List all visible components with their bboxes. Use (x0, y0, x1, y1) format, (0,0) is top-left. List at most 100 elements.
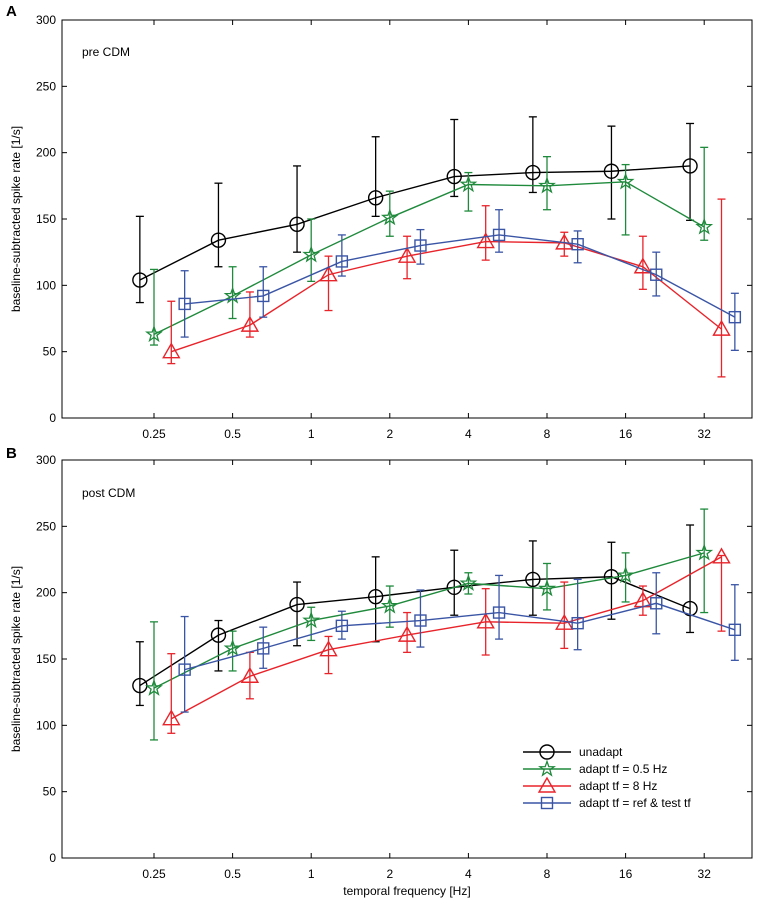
series-line (139, 576, 691, 687)
legend-marker-circle (539, 744, 555, 760)
y-tick-label: 250 (36, 519, 56, 533)
y-tick-label: 0 (49, 411, 56, 425)
data-point (162, 342, 181, 359)
data-point (616, 172, 635, 190)
series-star (145, 508, 714, 741)
data-point (633, 257, 653, 274)
y-axis-label: baseline-subtracted spike rate [1/s] (9, 566, 23, 752)
panel-label: A (6, 3, 17, 20)
x-tick-label: 16 (619, 867, 633, 881)
series-circle (132, 116, 698, 304)
data-point (335, 619, 349, 633)
y-tick-label: 150 (36, 652, 56, 666)
data-point (257, 289, 270, 303)
x-axis-label: temporal frequency [Hz] (343, 884, 470, 898)
data-point (492, 606, 506, 619)
y-tick-label: 0 (49, 851, 56, 865)
series-square (178, 209, 742, 351)
legend-marker-star (538, 759, 556, 777)
x-tick-label: 1 (308, 867, 315, 881)
data-point (538, 579, 556, 597)
series-line (184, 602, 736, 671)
data-point (446, 579, 462, 596)
data-point (397, 625, 417, 642)
data-point (525, 164, 541, 181)
y-tick-label: 50 (43, 345, 57, 359)
data-point (571, 238, 584, 251)
data-point (682, 600, 698, 617)
data-point (650, 268, 663, 281)
panel-label: B (6, 445, 17, 462)
x-tick-label: 0.25 (142, 867, 166, 881)
y-tick-label: 100 (36, 718, 56, 732)
data-point (650, 597, 663, 610)
data-point (728, 623, 742, 637)
data-point (132, 272, 148, 288)
x-tick-label: 4 (465, 867, 472, 881)
data-point (240, 315, 260, 332)
data-point (571, 616, 584, 630)
y-tick-label: 150 (36, 212, 56, 226)
legend: unadapt adapt tf = 0.5 Hz adapt tf = 8 Hz a… (523, 744, 691, 810)
x-tick-label: 16 (619, 427, 633, 441)
series-line (139, 165, 691, 281)
data-point (257, 642, 270, 655)
data-point (335, 255, 349, 268)
panel-a: A pre CDM baseline-subtracted spike rate… (6, 3, 753, 441)
data-point (319, 265, 338, 282)
data-point (397, 246, 417, 263)
series-circle (132, 524, 698, 707)
data-point (446, 168, 462, 185)
data-point (210, 627, 227, 643)
y-tick-label: 100 (36, 278, 56, 292)
panel-annotation: post CDM (82, 486, 135, 500)
x-tick-label: 2 (386, 867, 393, 881)
data-point (616, 565, 635, 584)
data-point (178, 297, 191, 311)
data-point (538, 176, 556, 194)
x-tick-label: 8 (544, 867, 551, 881)
data-point (459, 573, 478, 591)
data-point (728, 310, 742, 324)
x-tick-label: 2 (386, 427, 393, 441)
data-point (302, 611, 321, 629)
legend-marker-triangle (537, 776, 557, 793)
data-point (414, 239, 427, 252)
data-point (712, 547, 731, 564)
panel-annotation: pre CDM (82, 45, 130, 59)
data-point (162, 709, 181, 726)
legend-marker-square (540, 796, 554, 810)
data-point (380, 596, 399, 614)
y-tick-label: 200 (36, 586, 56, 600)
data-point (319, 640, 338, 657)
x-tick-label: 32 (698, 867, 712, 881)
y-tick-label: 250 (36, 79, 56, 93)
x-tick-label: 4 (465, 427, 472, 441)
y-tick-label: 50 (43, 785, 57, 799)
series-line (153, 552, 705, 689)
data-point (367, 588, 384, 605)
series-star (145, 146, 714, 346)
series-line (153, 181, 705, 336)
data-point (459, 175, 478, 193)
series-triangle (162, 547, 731, 734)
data-point (476, 232, 495, 249)
x-tick-label: 0.5 (224, 427, 241, 441)
legend-label: adapt tf = 8 Hz (579, 779, 657, 793)
series-line (170, 556, 722, 720)
x-tick-label: 32 (698, 427, 712, 441)
legend-label: unadapt (579, 745, 623, 759)
x-tick-label: 8 (544, 427, 551, 441)
y-tick-label: 300 (36, 453, 56, 467)
data-point (414, 614, 427, 627)
x-tick-label: 0.25 (142, 427, 166, 441)
data-point (476, 612, 495, 629)
data-point (145, 324, 163, 343)
x-tick-label: 1 (308, 427, 315, 441)
data-point (603, 163, 620, 179)
data-point (367, 190, 384, 206)
y-axis-label: baseline-subtracted spike rate [1/s] (9, 126, 23, 312)
data-point (695, 543, 714, 561)
data-point (380, 208, 399, 226)
